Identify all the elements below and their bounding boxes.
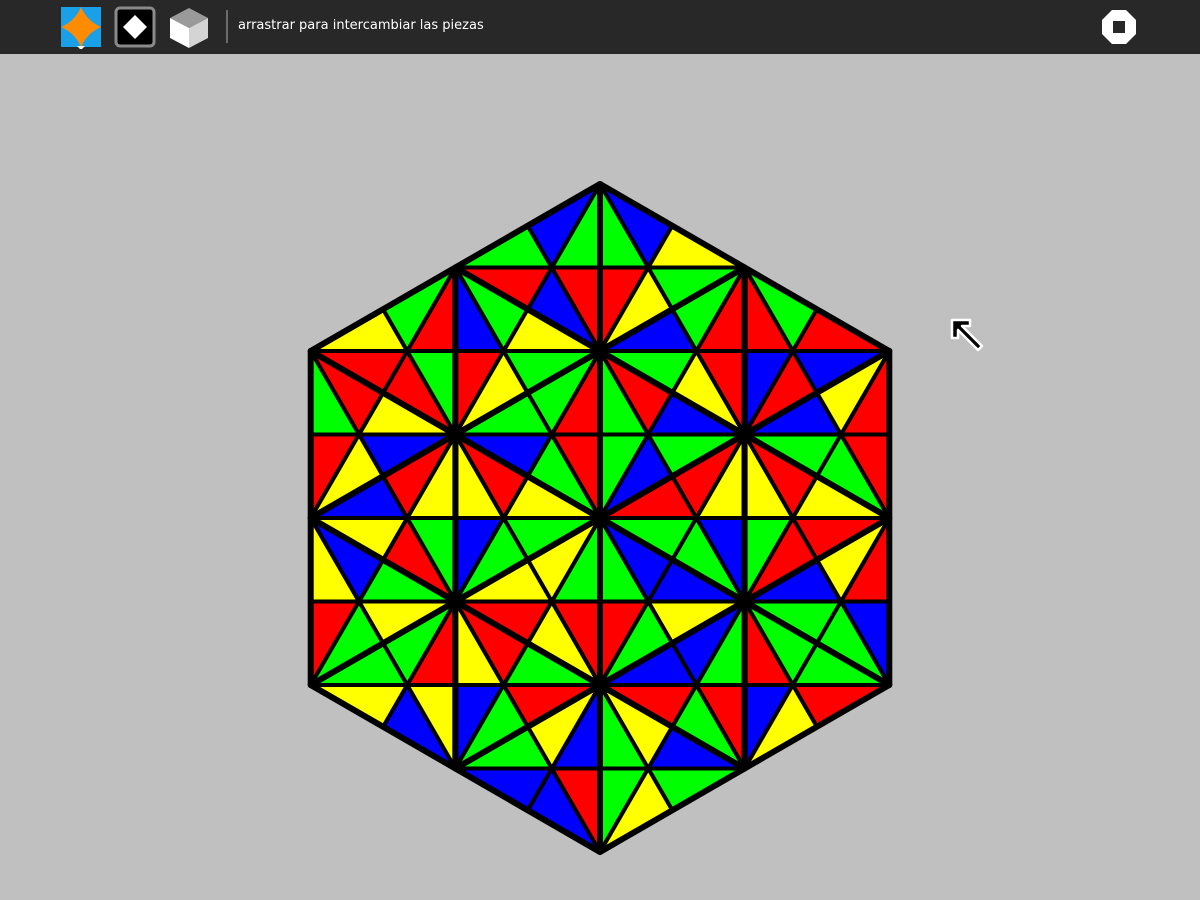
puzzle-tile[interactable] [741,431,893,605]
activity-button[interactable] [59,5,103,49]
square-pieces-button[interactable] [113,5,157,49]
stop-button[interactable] [1100,8,1138,46]
square-pieces-icon [114,6,156,48]
puzzle-tile[interactable] [307,431,459,605]
puzzle-tile[interactable] [597,264,748,438]
cube-pieces-button[interactable] [167,5,211,49]
puzzle-tile[interactable] [597,598,748,772]
puzzle-board [307,181,893,855]
tile-grid [307,181,893,855]
toolbar: arrastrar para intercambiar las piezas [0,0,1200,54]
hint-text: arrastrar para intercambiar las piezas [238,18,484,33]
stop-icon [1102,10,1136,44]
toolbar-separator [226,10,228,43]
activity-pieces-icon [61,7,101,49]
puzzle-tile[interactable] [452,264,603,438]
arrow-cursor-icon [948,316,988,356]
puzzle-tile[interactable] [452,598,603,772]
cube-pieces-icon [170,8,208,48]
